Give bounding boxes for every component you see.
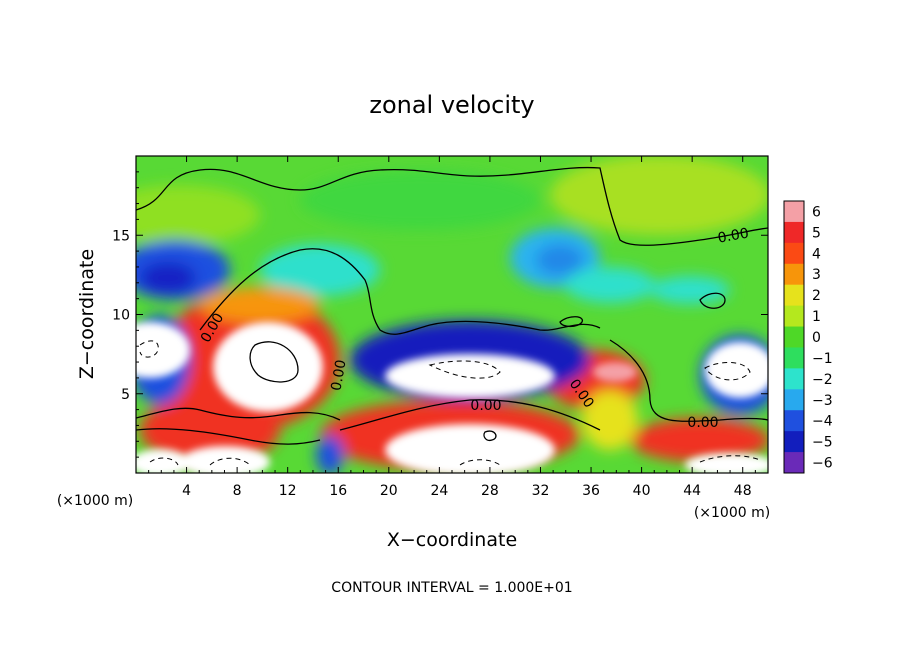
colorbar-label: 2 [812,288,821,304]
x-tick-label: 12 [279,483,297,499]
colorbar-frame [783,200,805,474]
contour-interval-note: CONTOUR INTERVAL = 1.000E+01 [331,580,572,596]
colorbar-swatch [784,201,804,223]
x-axis-label: X−coordinate [387,529,517,551]
colorbar-label: −6 [812,456,833,472]
x-tick-label: 48 [734,483,752,499]
y-axis-label: Z−coordinate [76,249,98,379]
colorbar-swatch [784,347,804,369]
y-tick-label: 15 [112,228,130,244]
colorbar-swatch [784,242,804,265]
colorbar-label: −4 [812,414,833,430]
chart-title: zonal velocity [369,91,534,119]
x-tick-label: 44 [683,483,701,499]
colorbar-swatch [784,410,804,432]
contour-label: 0.00 [687,415,718,431]
colorbar-swatch [784,326,804,348]
colorbar-label: 6 [812,204,821,220]
x-tick-label: 24 [430,483,448,499]
y-axis: 5 10 15 [112,171,768,458]
colorbar-label: −2 [812,372,833,388]
x-tick-label: 36 [582,483,600,499]
x-tick-label: 20 [380,483,398,499]
x-unit-right: (×1000 m) [694,505,770,521]
x-unit-left: (×1000 m) [57,493,133,509]
y-tick-label: 5 [121,387,130,403]
heatmap-field [136,156,768,473]
colorbar-swatch [784,368,804,390]
x-axis: 4 8 12 16 20 24 28 32 36 40 44 48 [148,156,756,499]
x-tick-label: 16 [329,483,347,499]
x-tick-label: 28 [481,483,499,499]
x-tick-label: 4 [182,483,191,499]
colorbar-swatch [784,389,804,411]
x-tick-label: 8 [233,483,242,499]
contour-label: 0.00 [328,359,349,392]
colorbar-swatch [784,221,804,244]
colorbar-label: 4 [812,246,821,262]
y-tick-label: 10 [112,308,130,324]
contour-label: 0.00 [717,225,750,246]
colorbar-label: −3 [812,393,833,409]
colorbar-label: −1 [812,351,833,367]
x-tick-label: 40 [633,483,651,499]
x-tick-label: 32 [532,483,550,499]
colorbar-swatch [784,452,804,474]
colorbar-swatch [784,305,804,328]
contour-label: 0.00 [470,398,501,414]
colorbar-label: −5 [812,435,833,451]
colorbar-label: 1 [812,309,821,325]
colorbar-swatch [784,431,804,453]
colorbar-label: 3 [812,267,821,283]
colorbar: 6 5 4 3 2 1 0 −1 −2 −3 −4 −5 −6 [783,200,833,474]
colorbar-swatch [784,284,804,307]
colorbar-label: 5 [812,225,821,241]
colorbar-label: 0 [812,330,821,346]
colorbar-swatch [784,263,804,286]
contour-labels: 0.00 0.00 0.00 0.00 0.00 0.00 [198,225,750,431]
